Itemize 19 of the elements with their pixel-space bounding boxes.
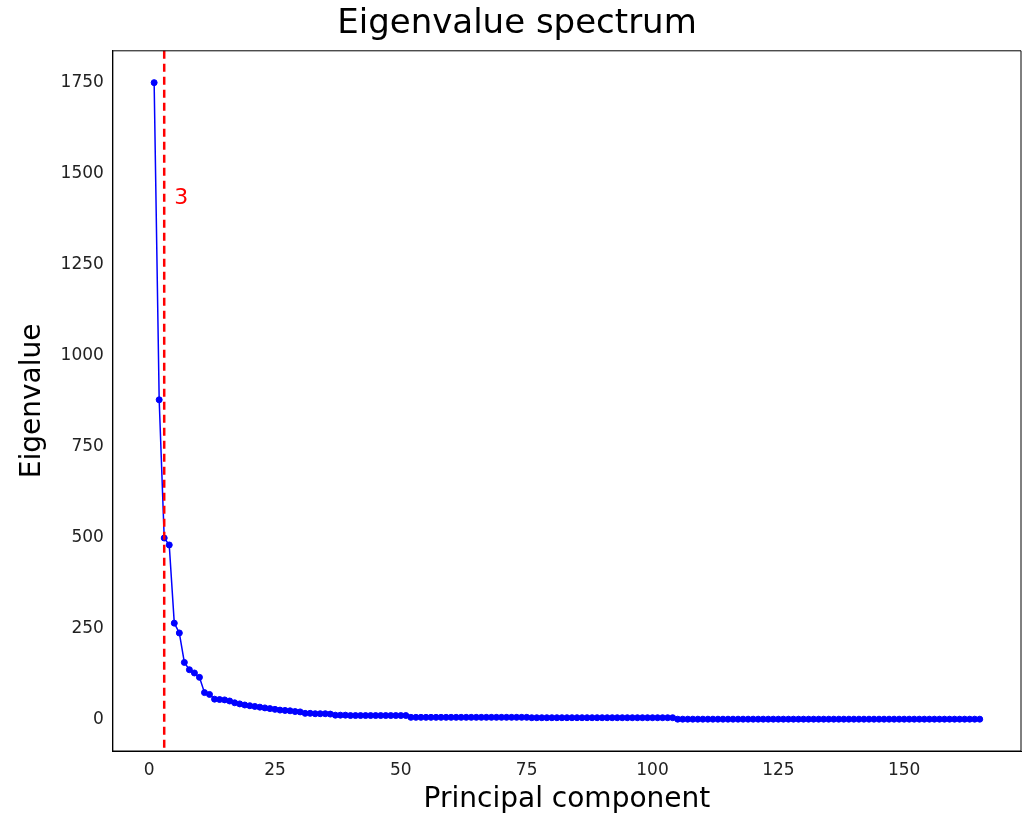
x-axis-title: Principal component [423, 781, 711, 815]
x-tick-label: 50 [389, 758, 412, 779]
ref-line-label: 3 [174, 183, 189, 209]
x-tick-label: 150 [887, 758, 921, 779]
y-tick-label: 250 [71, 616, 104, 637]
chart-title: Eigenvalue spectrum [337, 1, 697, 42]
x-tick-label: 125 [762, 758, 795, 779]
y-tick-label: 500 [71, 525, 104, 546]
y-tick-label: 1500 [60, 161, 104, 182]
y-tick-label: 1000 [60, 343, 104, 364]
y-tick-label: 1250 [60, 252, 104, 273]
x-tick-label: 75 [515, 758, 538, 779]
x-tick-label: 25 [264, 758, 286, 779]
y-tick-label: 1750 [60, 71, 104, 92]
y-tick-label: 0 [93, 707, 104, 728]
x-tick-label: 0 [143, 758, 155, 779]
y-axis-title: Eigenvalue [14, 323, 48, 479]
y-tick-label: 750 [71, 434, 104, 455]
x-tick-label: 100 [636, 758, 669, 779]
